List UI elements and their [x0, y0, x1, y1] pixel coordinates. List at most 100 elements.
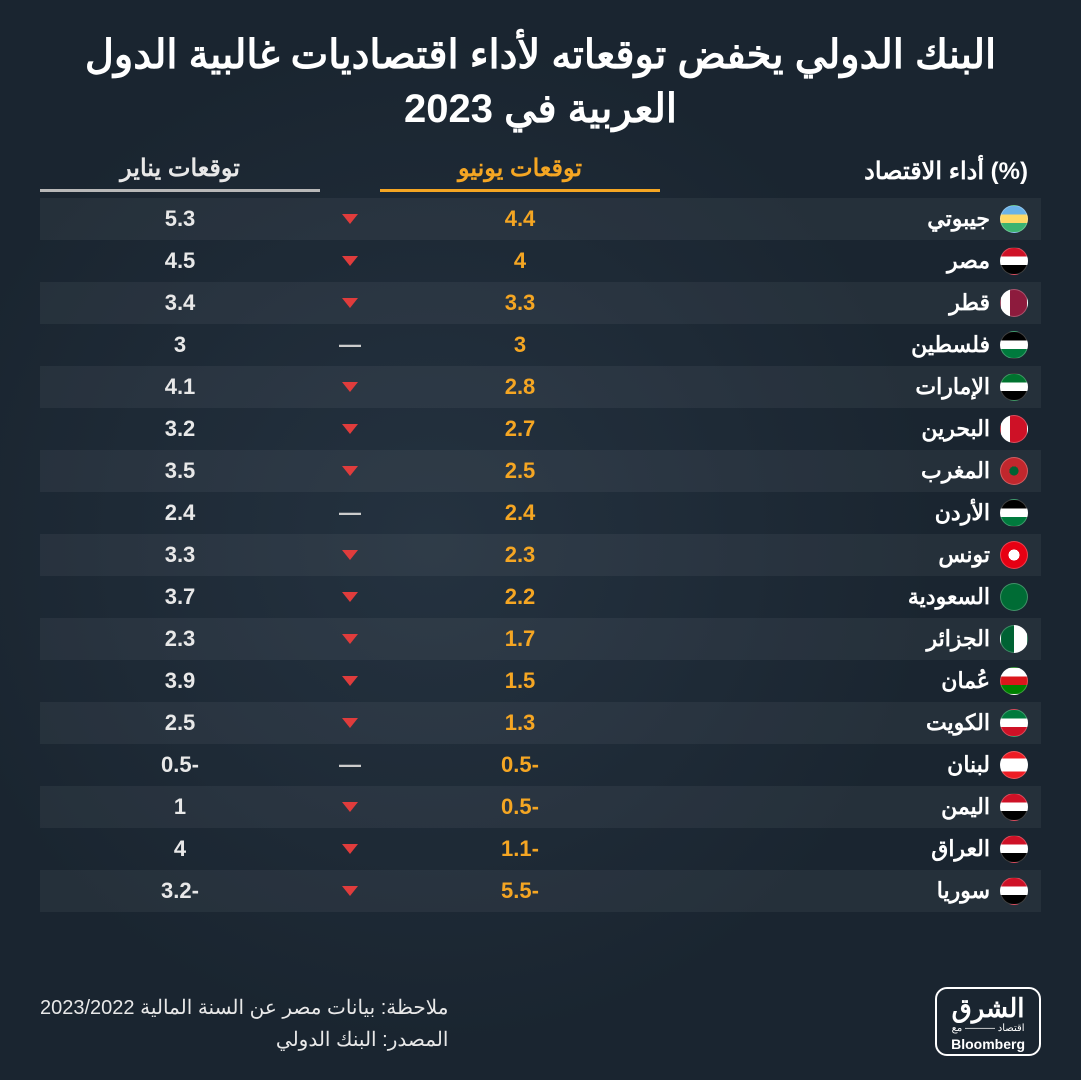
country-name: جيبوتي — [927, 206, 990, 232]
country-name: الإمارات — [915, 374, 990, 400]
country-name: المغرب — [921, 458, 990, 484]
arrow-down-icon — [320, 256, 380, 266]
country-name: عُمان — [941, 668, 990, 694]
table-row: 3.32.3تونس — [40, 534, 1041, 576]
jan-value: 2.5 — [40, 710, 320, 736]
arrow-down-icon — [320, 424, 380, 434]
country-name: مصر — [947, 248, 990, 274]
arrow-down-icon — [320, 886, 380, 896]
flag-icon — [1000, 205, 1028, 233]
flag-icon — [1000, 541, 1028, 569]
arrow-down-icon — [320, 634, 380, 644]
country-cell: قطر — [660, 289, 1040, 317]
note-line: ملاحظة: بيانات مصر عن السنة المالية 2023… — [40, 992, 448, 1024]
country-name: سوريا — [937, 878, 990, 904]
table-row: 0.5-—0.5-لبنان — [40, 744, 1041, 786]
table-row: 3.9 1.5 عُمان — [40, 660, 1041, 702]
table-row: 41.1-العراق — [40, 828, 1041, 870]
header-jan: توقعات يناير — [40, 154, 320, 192]
country-cell: العراق — [660, 835, 1040, 863]
jan-value: 3.5 — [40, 458, 320, 484]
flag-icon — [1000, 457, 1028, 485]
country-cell: الأردن — [660, 499, 1040, 527]
country-cell: مصر — [660, 247, 1040, 275]
arrow-down-icon — [320, 592, 380, 602]
jan-value: 3.2 — [40, 416, 320, 442]
june-value: 0.5- — [380, 794, 660, 820]
june-value: 4.4 — [380, 206, 660, 232]
country-name: لبنان — [947, 752, 990, 778]
flag-icon — [1000, 625, 1028, 653]
arrow-same-icon: — — [320, 752, 380, 778]
jan-value: 3.2- — [40, 878, 320, 904]
footer-notes: ملاحظة: بيانات مصر عن السنة المالية 2023… — [40, 992, 448, 1056]
jan-value: 1 — [40, 794, 320, 820]
arrow-same-icon: — — [320, 332, 380, 358]
flag-icon — [1000, 793, 1028, 821]
logo-ar: الشرق — [951, 995, 1025, 1021]
jan-value: 2.3 — [40, 626, 320, 652]
source-line: المصدر: البنك الدولي — [40, 1024, 448, 1056]
country-name: اليمن — [941, 794, 990, 820]
arrow-down-icon — [320, 676, 380, 686]
jan-value: 5.3 — [40, 206, 320, 232]
june-value: 4 — [380, 248, 660, 274]
jan-value: 3 — [40, 332, 320, 358]
logo-bloomberg: Bloomberg — [951, 1036, 1025, 1052]
arrow-down-icon — [320, 718, 380, 728]
country-cell: جيبوتي — [660, 205, 1040, 233]
country-cell: لبنان — [660, 751, 1040, 779]
june-value: 1.3 — [380, 710, 660, 736]
jan-value: 2.4 — [40, 500, 320, 526]
country-cell: سوريا — [660, 877, 1040, 905]
country-name: العراق — [931, 836, 990, 862]
table-row: 3.2-5.5-سوريا — [40, 870, 1041, 912]
arrow-down-icon — [320, 844, 380, 854]
arrow-down-icon — [320, 382, 380, 392]
flag-icon — [1000, 751, 1028, 779]
flag-icon — [1000, 709, 1028, 737]
flag-icon — [1000, 877, 1028, 905]
flag-icon — [1000, 373, 1028, 401]
june-value: 2.2 — [380, 584, 660, 610]
brand-logo: الشرق اقتصاد ——— مع Bloomberg — [935, 987, 1041, 1056]
logo-sub: اقتصاد ——— مع — [951, 1023, 1025, 1034]
table-row: 4.12.8الإمارات — [40, 366, 1041, 408]
table-row: 3.22.7البحرين — [40, 408, 1041, 450]
flag-icon — [1000, 415, 1028, 443]
country-cell: عُمان — [660, 667, 1040, 695]
table-row: 2.31.7الجزائر — [40, 618, 1041, 660]
table-row: 3—3 فلسطين — [40, 324, 1041, 366]
table-row: 4.5 4 مصر — [40, 240, 1041, 282]
country-name: قطر — [949, 290, 990, 316]
flag-icon — [1000, 331, 1028, 359]
arrow-down-icon — [320, 466, 380, 476]
june-value: 1.1- — [380, 836, 660, 862]
june-value: 2.7 — [380, 416, 660, 442]
country-cell: السعودية — [660, 583, 1040, 611]
jan-value: 4.1 — [40, 374, 320, 400]
june-value: 0.5- — [380, 752, 660, 778]
jan-value: 3.9 — [40, 668, 320, 694]
june-value: 2.3 — [380, 542, 660, 568]
header-spacer — [320, 186, 380, 192]
header-june: توقعات يونيو — [380, 154, 660, 192]
table-header-row: توقعات يناير توقعات يونيو أداء الاقتصاد … — [40, 154, 1041, 198]
jan-value: 4.5 — [40, 248, 320, 274]
june-value: 1.5 — [380, 668, 660, 694]
country-name: فلسطين — [911, 332, 990, 358]
june-value: 2.4 — [380, 500, 660, 526]
country-name: تونس — [938, 542, 990, 568]
country-cell: اليمن — [660, 793, 1040, 821]
country-cell: الكويت — [660, 709, 1040, 737]
arrow-down-icon — [320, 298, 380, 308]
footer: الشرق اقتصاد ——— مع Bloomberg ملاحظة: بي… — [40, 987, 1041, 1056]
country-name: الكويت — [926, 710, 990, 736]
header-country: أداء الاقتصاد (%) — [660, 157, 1040, 192]
table-row: 5.3 4.4 جيبوتي — [40, 198, 1041, 240]
june-value: 3 — [380, 332, 660, 358]
june-value: 2.5 — [380, 458, 660, 484]
arrow-same-icon: — — [320, 500, 380, 526]
country-name: الجزائر — [926, 626, 990, 652]
flag-icon — [1000, 499, 1028, 527]
